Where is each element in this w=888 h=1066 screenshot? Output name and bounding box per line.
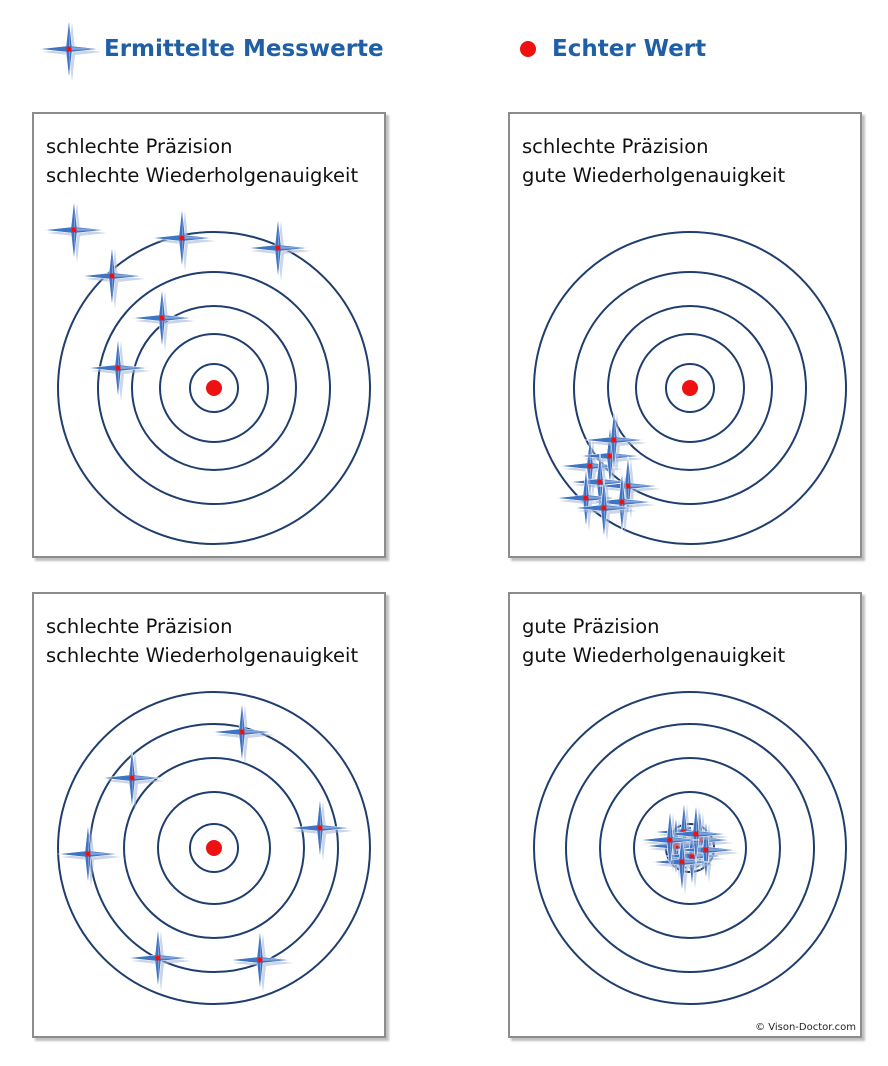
target-ring <box>599 757 781 939</box>
target-ring <box>607 305 773 471</box>
measurement-star <box>229 929 293 993</box>
repeatability-label: gute Wiederholgenauigkeit <box>522 644 786 667</box>
target-ring <box>189 823 239 873</box>
measurement-star <box>38 18 100 80</box>
repeatability-label: gute Wiederholgenauigkeit <box>522 164 786 187</box>
target-diagram <box>43 199 371 545</box>
measurement-star <box>101 747 165 811</box>
target-diagram <box>533 691 847 1005</box>
copyright-notice: © Vison-Doctor.com <box>755 1022 856 1033</box>
measurement-star <box>555 467 619 531</box>
precision-label: schlechte Präzision <box>46 615 233 638</box>
measurement-star <box>57 823 121 887</box>
target-ring <box>565 723 815 973</box>
measurement-star <box>665 803 729 867</box>
measurement-star <box>127 927 191 991</box>
panel-caption: gute Präzision gute Wiederholgenauigkeit <box>522 612 785 670</box>
legend-measured: Ermittelte Messwerte <box>38 18 384 80</box>
measurement-star <box>131 287 195 351</box>
target-ring <box>57 691 371 1005</box>
target-ring <box>97 271 331 505</box>
measurement-star <box>211 701 275 765</box>
measurement-star <box>151 207 215 271</box>
target-ring <box>123 757 305 939</box>
target-ring <box>157 791 271 905</box>
panel-top-right: schlechte Präzision gute Wiederholgenaui… <box>508 112 862 558</box>
measurement-star <box>81 245 145 309</box>
target-ring <box>665 363 715 413</box>
panel-bottom-left: schlechte Präzision schlechte Wiederholg… <box>32 592 386 1038</box>
precision-label: schlechte Präzision <box>46 135 233 158</box>
measurement-star <box>43 199 107 263</box>
panel-top-left: schlechte Präzision schlechte Wiederholg… <box>32 112 386 558</box>
measurement-star <box>289 797 353 861</box>
target-ring <box>189 363 239 413</box>
legend-measured-label: Ermittelte Messwerte <box>104 36 384 62</box>
target-ring <box>533 691 847 1005</box>
true-value-dot <box>682 380 698 396</box>
repeatability-label: schlechte Wiederholgenauigkeit <box>46 164 359 187</box>
target-ring <box>57 231 371 545</box>
target-ring <box>633 791 747 905</box>
target-ring <box>131 305 297 471</box>
measurement-star <box>87 337 151 401</box>
precision-label: schlechte Präzision <box>522 135 709 158</box>
target-ring <box>533 231 847 545</box>
target-ring <box>573 271 807 505</box>
measurement-star <box>591 471 655 535</box>
measurement-star <box>583 409 647 473</box>
true-value-dot <box>206 840 222 856</box>
target-diagram <box>57 691 371 1005</box>
panel-caption: schlechte Präzision schlechte Wiederholg… <box>46 612 358 670</box>
target-ring <box>159 333 269 443</box>
panel-caption: schlechte Präzision schlechte Wiederholg… <box>46 132 358 190</box>
repeatability-label: schlechte Wiederholgenauigkeit <box>46 644 359 667</box>
measurement-star-icon <box>38 18 100 80</box>
target-diagram <box>533 231 847 545</box>
target-ring <box>635 333 745 443</box>
panel-caption: schlechte Präzision gute Wiederholgenaui… <box>522 132 785 190</box>
measurement-star <box>247 217 311 281</box>
true-value-dot <box>206 380 222 396</box>
true-value-dot-icon <box>520 41 536 57</box>
measurement-star <box>573 477 637 541</box>
measurement-star <box>639 809 703 873</box>
legend-true-value-label: Echter Wert <box>552 36 707 62</box>
panel-bottom-right: gute Präzision gute Wiederholgenauigkeit… <box>508 592 862 1038</box>
precision-label: gute Präzision <box>522 615 660 638</box>
legend-true-value: Echter Wert <box>518 36 706 62</box>
measurement-star <box>597 455 661 519</box>
